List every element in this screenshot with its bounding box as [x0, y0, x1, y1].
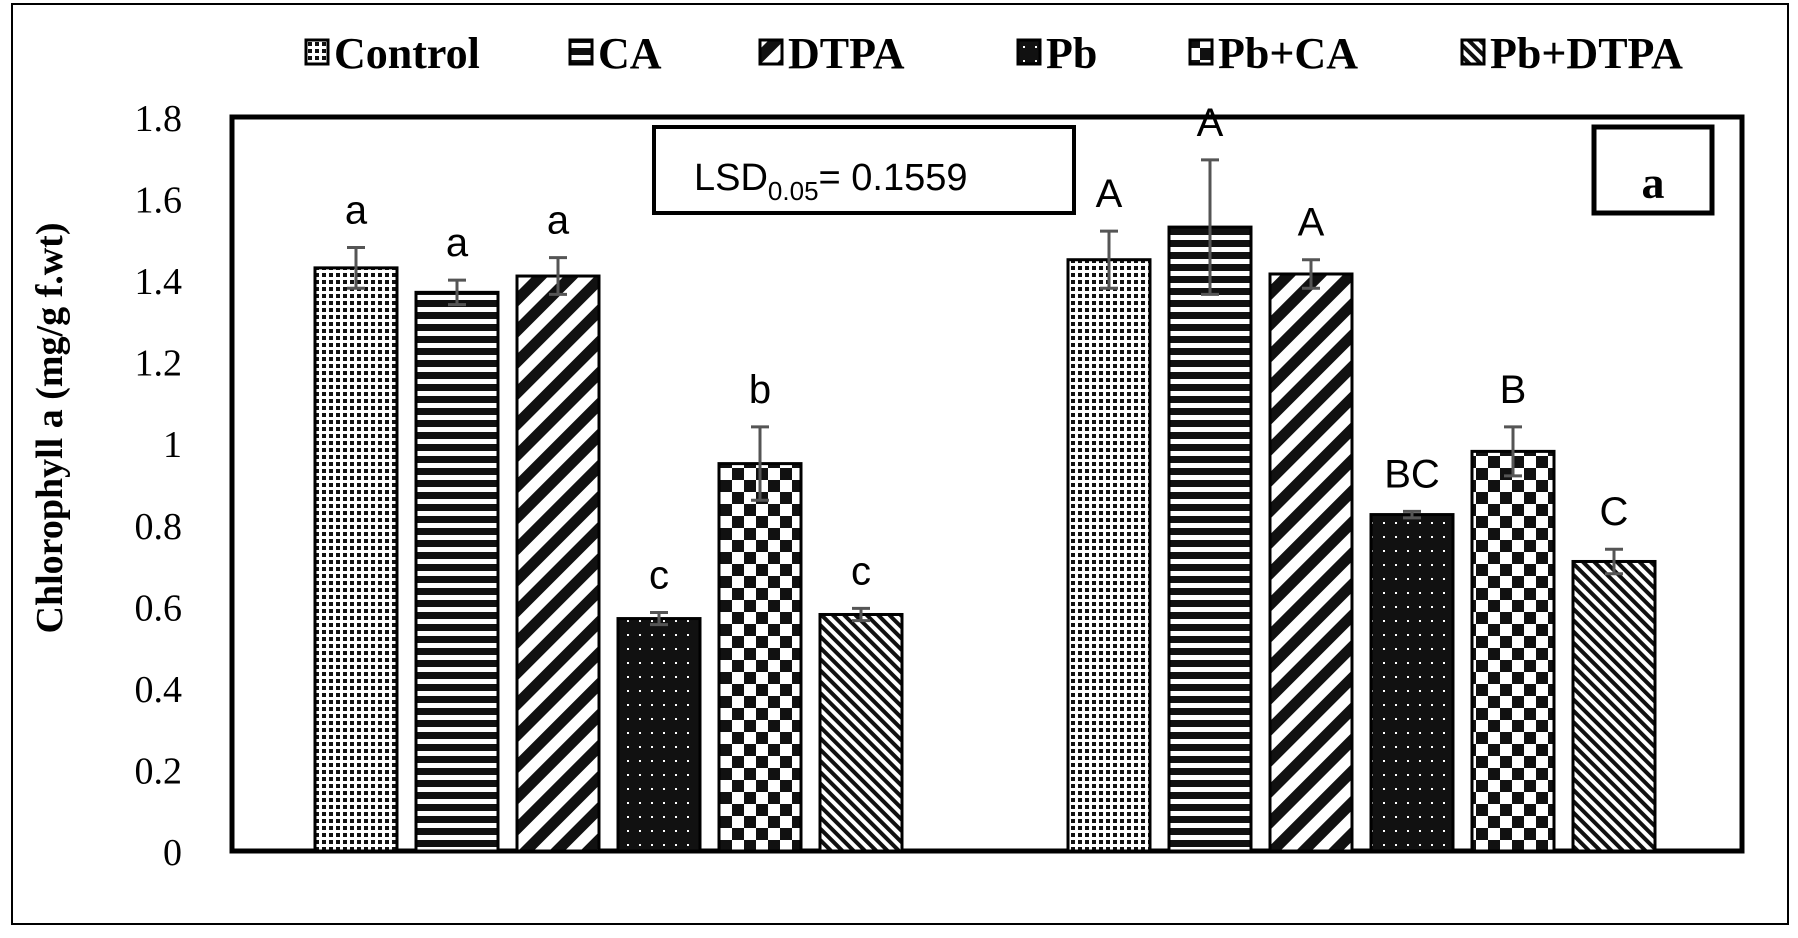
legend-item: Pb+DTPA [1460, 29, 1683, 78]
legend-label: Pb [1046, 29, 1097, 78]
significance-letter: C [1600, 490, 1629, 534]
significance-letter: a [446, 221, 469, 265]
lsd-text: LSD0.05= 0.1559 [694, 157, 968, 206]
legend-swatch [568, 38, 594, 66]
legend-label: DTPA [788, 29, 905, 78]
panel-label: a [1642, 157, 1665, 208]
bar-group-1-control [313, 266, 399, 853]
significance-letter: A [1096, 172, 1123, 216]
lsd-suffix: = 0.1559 [819, 157, 968, 199]
significance-letter: c [851, 549, 871, 593]
lsd-subscript: 0.05 [768, 176, 819, 206]
error-bar [1201, 158, 1219, 296]
y-tick-label: 0.2 [135, 750, 183, 792]
bar-group-2-pb [1369, 513, 1455, 853]
error-bar [852, 606, 870, 623]
error-bar [448, 278, 466, 307]
bar-group-2-ca [1167, 225, 1253, 853]
legend-item: CA [568, 29, 662, 78]
error-bar [549, 256, 567, 296]
y-tick-label: 1 [163, 424, 182, 466]
legend-item: DTPA [758, 29, 905, 78]
significance-letter: a [345, 188, 368, 232]
significance-letter: b [749, 368, 771, 412]
legend-item: Pb [1016, 29, 1097, 78]
error-bar [751, 425, 769, 502]
y-tick-label: 0.6 [135, 587, 183, 629]
significance-letter: A [1197, 101, 1224, 145]
y-tick-label: 0.4 [135, 669, 183, 711]
error-bar [347, 245, 365, 290]
y-tick-label: 0.8 [135, 506, 183, 548]
legend-swatch [758, 38, 784, 66]
significance-letter: BC [1384, 452, 1440, 496]
legend-label: Pb+DTPA [1490, 29, 1683, 78]
bar-group-1-ca [414, 290, 500, 853]
legend-swatch [304, 38, 330, 66]
bars [313, 225, 1657, 853]
error-bar [1403, 509, 1421, 520]
panel-label-box: a [1591, 124, 1715, 216]
legend: Control CA DTPA Pb Pb+CA Pb+DTPA [304, 29, 1683, 78]
legend-item: Control [304, 29, 480, 78]
lsd-prefix: LSD [694, 157, 768, 199]
panel-label-frame [1591, 124, 1715, 216]
y-axis-ticks: 0 0.2 0.4 0.6 0.8 1 1.2 1.4 1.6 1.8 [135, 98, 183, 874]
y-tick-label: 0 [163, 832, 182, 874]
y-tick-label: 1.4 [135, 261, 183, 303]
error-bar [650, 610, 668, 627]
bar-group-1-pb-ca [717, 462, 803, 853]
lsd-box [652, 125, 1076, 215]
legend-item: Pb+CA [1188, 29, 1358, 78]
significance-letter: B [1500, 368, 1527, 412]
legend-swatch [1460, 38, 1486, 66]
legend-label: Pb+CA [1218, 29, 1358, 78]
figure-frame [11, 3, 1789, 925]
legend-swatch [1188, 38, 1214, 66]
error-bar [1504, 425, 1522, 478]
error-bar [1302, 258, 1320, 290]
significance-letter: A [1298, 201, 1325, 245]
bar-group-2-control [1066, 258, 1152, 853]
error-bar [1605, 547, 1623, 576]
y-tick-label: 1.6 [135, 180, 183, 222]
plot-frame [229, 114, 1745, 854]
y-tick-label: 1.8 [135, 98, 183, 140]
legend-label: Control [334, 29, 480, 78]
y-axis-label: Chlorophyll a (mg/g f.wt) [29, 223, 71, 634]
legend-swatch [1016, 38, 1042, 66]
bar-group-1-dtpa [515, 274, 601, 853]
bar-group-2-dtpa [1268, 272, 1354, 853]
significance-letter: c [649, 553, 669, 597]
legend-label: CA [598, 29, 662, 78]
bar-group-1-pb-dtpa [818, 612, 904, 853]
significance-letter: a [547, 199, 570, 243]
lsd-annotation: LSD0.05= 0.1559 [652, 125, 1076, 215]
error-bar [1100, 229, 1118, 290]
y-tick-label: 1.2 [135, 343, 183, 385]
bar-group-1-pb [616, 617, 702, 853]
bar-group-2-pb-dtpa [1571, 559, 1657, 853]
error-bars [347, 158, 1623, 627]
bar-group-2-pb-ca [1470, 449, 1556, 853]
